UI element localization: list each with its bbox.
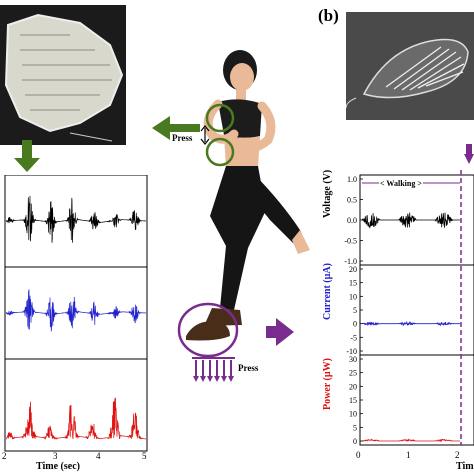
right-y-tick: 15 [349,396,357,405]
right-x-axis-label: Tim [456,461,474,472]
right-current-frame [359,264,474,356]
purple-down-arrow-icon [464,144,474,164]
walking-phase-label: < Walking > [379,179,423,188]
foot-press-circle [177,302,239,358]
down-arrow-icon [14,140,40,172]
panel-label: (b) [318,6,339,25]
right-y-tick: 10 [349,292,357,301]
press-down-arrows-icon [192,357,235,378]
left-voltage-series [5,195,146,243]
left-signal-chart [4,175,148,452]
lower-press-circle [205,137,235,167]
right-power-frame [359,354,474,446]
right-y-tick: 30 [349,355,357,364]
left-x-tick-0: 2 [2,451,7,461]
right-y-tick: -1.0 [344,257,357,266]
glove-illustration [4,13,124,142]
right-y-tick: 5 [353,423,357,432]
left-x-tick-3: 5 [142,451,147,461]
right-y-tick: 1.0 [347,175,357,184]
right-current-series [361,320,460,327]
right-voltage-series [361,212,460,229]
foot-press-caption: Press [238,363,259,373]
right-arrow-icon [266,318,294,346]
power-axis-label: Power (µW) [322,358,333,410]
upper-press-circle [205,103,235,133]
arm-press-markers [200,103,235,167]
left-arrow-icon [152,116,200,140]
right-y-tick: -10 [346,347,357,356]
left-x-axis-label: Time (sec) [36,461,80,472]
right-y-tick: 10 [349,410,357,419]
left-current-series [5,289,146,332]
right-x-tick-1: 1 [406,450,411,460]
insole-illustration [346,38,469,109]
right-y-tick: 5 [353,306,357,315]
right-y-tick: 20 [349,382,357,391]
right-y-tick: 0 [353,320,357,329]
right-y-tick: -0.5 [344,237,357,246]
right-y-tick: 15 [349,279,357,288]
voltage-axis-label: Voltage (V) [322,169,333,218]
left-x-tick-1: 3 [53,451,58,461]
shoe-insole-photo [346,12,474,120]
right-x-tick-2: 2 [455,450,460,460]
right-y-tick: 0.0 [347,216,357,225]
current-axis-label: Current (µA) [322,263,333,320]
right-y-tick: 20 [349,265,357,274]
left-power-series [5,397,146,440]
left-power-frame [4,358,148,452]
glove-press-caption: Press [172,133,193,143]
right-power-series [361,438,460,443]
glove-flow-arrows [14,116,200,172]
right-y-tick: 0.5 [347,196,357,205]
left-x-tick-2: 4 [96,451,101,461]
right-y-tick: -5 [350,333,357,342]
right-x-tick-0: 0 [356,450,361,460]
foot-press-markers [177,302,294,382]
right-y-tick: 0 [353,437,357,446]
right-y-tick: 25 [349,369,357,378]
glove-photo [0,5,126,145]
